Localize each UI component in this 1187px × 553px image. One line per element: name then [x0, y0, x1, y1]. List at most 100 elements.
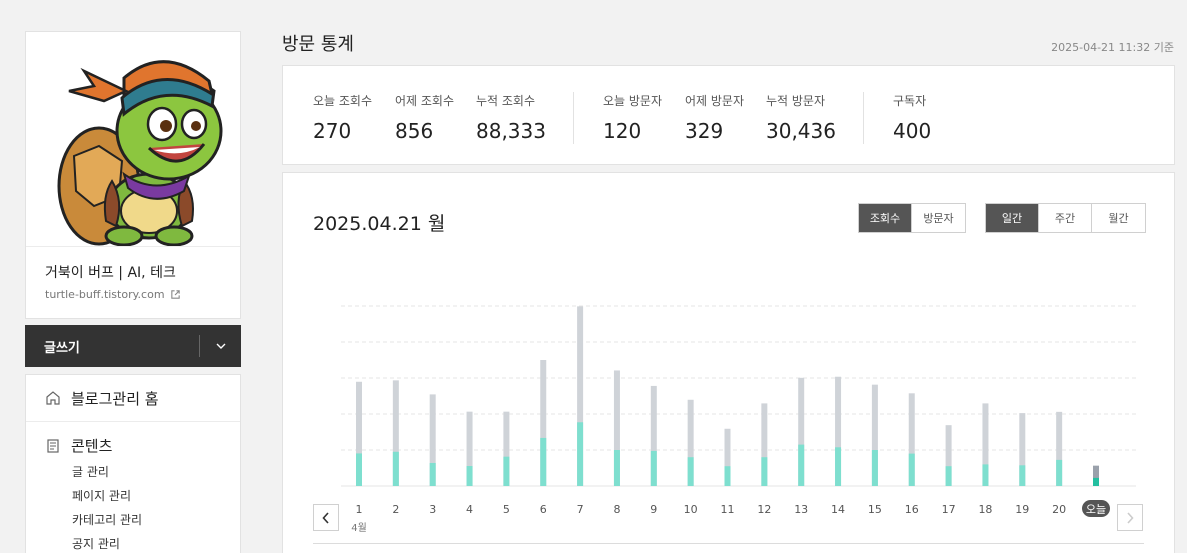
stat-label: 누적 조회수	[476, 94, 536, 108]
content-submenu: 글 관리 페이지 관리 카테고리 관리 공지 관리	[26, 456, 240, 553]
stats-summary: 오늘 조회수 270 어제 조회수 856 누적 조회수 88,333 오늘 방…	[282, 65, 1175, 165]
visitors-bar[interactable]	[798, 444, 805, 486]
external-link-icon[interactable]	[170, 289, 181, 300]
stat-yesterday-views: 어제 조회수 856	[395, 92, 454, 143]
tab-visitors[interactable]: 방문자	[912, 204, 965, 232]
x-tick-label: 9	[650, 503, 657, 516]
visitors-bar[interactable]	[982, 464, 989, 486]
x-tick-label: 12	[757, 503, 771, 516]
visitors-bar[interactable]	[871, 450, 878, 486]
tab-daily[interactable]: 일간	[986, 204, 1039, 232]
views-bar[interactable]	[1093, 465, 1099, 486]
submenu-item-pages[interactable]: 페이지 관리	[72, 489, 132, 503]
period-toggle: 일간 주간 월간	[985, 203, 1146, 233]
x-tick-label: 8	[613, 503, 620, 516]
x-tick-label: 오늘	[1086, 503, 1106, 516]
menu-content-label: 콘텐츠	[71, 437, 113, 455]
submenu-item-notices[interactable]: 공지 관리	[72, 537, 120, 551]
views-bar[interactable]	[798, 377, 805, 486]
stat-label: 구독자	[893, 94, 927, 108]
visitors-bar[interactable]	[835, 447, 842, 486]
x-tick-label: 5	[503, 503, 510, 516]
chevron-right-icon	[1127, 511, 1134, 524]
views-bar[interactable]	[356, 381, 362, 486]
month-label: 4월	[351, 522, 367, 534]
write-button[interactable]: 글쓰기	[44, 340, 80, 356]
stat-total-views: 누적 조회수 88,333	[476, 92, 546, 143]
views-bar[interactable]	[761, 403, 768, 486]
visitors-bar[interactable]	[392, 451, 399, 486]
views-bar[interactable]	[577, 306, 584, 486]
views-bar[interactable]	[613, 370, 620, 486]
stat-today-views: 오늘 조회수 270	[313, 92, 372, 143]
blog-avatar[interactable]	[26, 32, 240, 247]
views-bar[interactable]	[503, 411, 510, 486]
visitors-bar[interactable]	[1019, 465, 1026, 486]
views-bar[interactable]	[945, 425, 952, 486]
visitors-bar[interactable]	[724, 466, 731, 486]
visitors-bar[interactable]	[761, 457, 768, 486]
stat-label: 누적 방문자	[766, 94, 826, 108]
x-tick-label: 1	[356, 503, 363, 516]
views-bar[interactable]	[540, 360, 547, 486]
visitors-bar[interactable]	[687, 457, 694, 486]
stat-value: 88,333	[476, 119, 546, 143]
menu-section-content[interactable]: 콘텐츠	[26, 422, 240, 456]
stat-label: 어제 조회수	[395, 94, 455, 108]
write-dropdown-button[interactable]	[200, 325, 241, 367]
submenu-item-categories[interactable]: 카테고리 관리	[72, 513, 143, 527]
views-bar[interactable]	[835, 376, 842, 486]
stat-value: 30,436	[766, 119, 836, 143]
visitors-bar[interactable]	[1056, 459, 1063, 486]
chevron-down-icon	[216, 343, 225, 349]
visitors-bar[interactable]	[577, 422, 584, 486]
views-bar[interactable]	[1019, 413, 1026, 486]
stat-value: 270	[313, 119, 352, 143]
menu-item-home[interactable]: 블로그관리 홈	[26, 375, 240, 422]
blog-url-link[interactable]: turtle-buff.tistory.com	[45, 288, 181, 301]
views-bar[interactable]	[466, 411, 473, 486]
profile-card: 거북이 버프 | AI, 테크 turtle-buff.tistory.com	[25, 31, 241, 319]
x-tick-label: 10	[684, 503, 698, 516]
stats-divider	[863, 92, 864, 144]
submenu-item-posts[interactable]: 글 관리	[72, 465, 109, 479]
turtle-illustration	[57, 60, 223, 246]
stat-label: 오늘 조회수	[313, 94, 373, 108]
views-bar[interactable]	[429, 394, 436, 486]
visitors-bar[interactable]	[908, 453, 915, 486]
x-tick-label: 11	[721, 503, 735, 516]
tab-views[interactable]: 조회수	[859, 204, 912, 232]
admin-menu: 블로그관리 홈 콘텐츠 글 관리 페이지 관리 카테고리 관리 공지 관리	[25, 374, 241, 553]
views-bar[interactable]	[1056, 411, 1063, 486]
stat-value: 856	[395, 119, 434, 143]
x-tick-label: 4	[466, 503, 473, 516]
views-bar[interactable]	[982, 403, 989, 486]
home-icon	[46, 391, 60, 405]
visitors-bar[interactable]	[945, 466, 952, 486]
x-tick-label: 7	[577, 503, 584, 516]
views-bar[interactable]	[687, 399, 694, 486]
visitors-bar[interactable]	[356, 453, 362, 486]
blog-title[interactable]: 거북이 버프 | AI, 테크	[45, 265, 176, 281]
views-bar[interactable]	[908, 393, 915, 486]
stats-divider	[573, 92, 574, 144]
stat-value: 329	[685, 119, 724, 143]
visitors-bar[interactable]	[540, 437, 547, 486]
chart-next-button[interactable]	[1117, 504, 1143, 531]
visitors-bar[interactable]	[650, 450, 657, 486]
views-bar[interactable]	[871, 384, 878, 486]
visitors-bar[interactable]	[503, 456, 510, 486]
visitors-bar[interactable]	[1093, 477, 1099, 486]
tab-weekly[interactable]: 주간	[1039, 204, 1092, 232]
document-icon	[47, 438, 59, 453]
views-bar[interactable]	[392, 380, 399, 486]
visitors-bar[interactable]	[613, 450, 620, 486]
tab-monthly[interactable]: 월간	[1092, 204, 1145, 232]
visitors-bar[interactable]	[429, 462, 436, 486]
visitors-bar[interactable]	[466, 466, 473, 486]
views-bar[interactable]	[650, 385, 657, 486]
blog-url-text[interactable]: turtle-buff.tistory.com	[45, 288, 165, 301]
views-bar[interactable]	[724, 428, 731, 486]
chart-prev-button[interactable]	[313, 504, 339, 531]
